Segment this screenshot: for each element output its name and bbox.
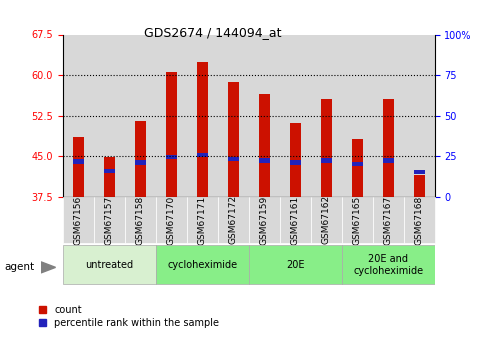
Bar <box>125 34 156 197</box>
Bar <box>94 34 125 197</box>
Bar <box>373 34 404 197</box>
Bar <box>135 121 146 197</box>
Bar <box>228 81 239 197</box>
Bar <box>104 169 114 174</box>
Bar <box>290 122 300 197</box>
Text: GSM67167: GSM67167 <box>384 195 393 245</box>
Bar <box>404 34 435 197</box>
Bar <box>94 34 125 197</box>
Bar <box>73 159 84 164</box>
FancyBboxPatch shape <box>156 197 187 243</box>
Text: agent: agent <box>5 263 35 272</box>
Bar <box>166 155 177 159</box>
Text: GSM67171: GSM67171 <box>198 195 207 245</box>
FancyBboxPatch shape <box>249 197 280 243</box>
Text: GSM67168: GSM67168 <box>415 195 424 245</box>
Bar <box>383 99 394 197</box>
Text: GSM67157: GSM67157 <box>105 195 114 245</box>
Bar <box>311 34 342 197</box>
Bar <box>218 34 249 197</box>
Bar <box>135 160 146 165</box>
FancyBboxPatch shape <box>249 245 342 284</box>
Bar <box>156 34 187 197</box>
Text: GSM67162: GSM67162 <box>322 195 331 245</box>
Bar <box>63 34 94 197</box>
Text: 20E and
cycloheximide: 20E and cycloheximide <box>353 254 423 276</box>
Bar <box>63 34 94 197</box>
Bar <box>352 139 363 197</box>
Text: GSM67161: GSM67161 <box>291 195 300 245</box>
Bar <box>249 34 280 197</box>
Text: GSM67158: GSM67158 <box>136 195 145 245</box>
FancyBboxPatch shape <box>280 197 311 243</box>
Bar <box>352 162 363 166</box>
Bar <box>125 34 156 197</box>
FancyBboxPatch shape <box>187 197 218 243</box>
FancyBboxPatch shape <box>94 197 125 243</box>
FancyBboxPatch shape <box>156 245 249 284</box>
Text: GSM67156: GSM67156 <box>74 195 83 245</box>
Bar <box>404 34 435 197</box>
Bar <box>414 175 425 197</box>
Bar <box>218 34 249 197</box>
Bar <box>249 34 280 197</box>
Bar <box>342 34 373 197</box>
Text: cycloheximide: cycloheximide <box>167 260 237 270</box>
FancyBboxPatch shape <box>125 197 156 243</box>
Bar <box>73 137 84 197</box>
Text: GDS2674 / 144094_at: GDS2674 / 144094_at <box>144 26 281 39</box>
Bar <box>414 170 425 175</box>
Polygon shape <box>41 262 56 273</box>
Bar <box>228 157 239 161</box>
Text: 20E: 20E <box>286 260 304 270</box>
FancyBboxPatch shape <box>373 197 404 243</box>
Text: GSM67170: GSM67170 <box>167 195 176 245</box>
FancyBboxPatch shape <box>342 245 435 284</box>
Text: untreated: untreated <box>85 260 133 270</box>
Bar <box>187 34 218 197</box>
Text: GSM67165: GSM67165 <box>353 195 362 245</box>
Bar <box>342 34 373 197</box>
Text: GSM67159: GSM67159 <box>260 195 269 245</box>
Bar <box>197 153 208 157</box>
FancyBboxPatch shape <box>63 197 94 243</box>
Bar <box>321 158 332 162</box>
Bar <box>156 34 187 197</box>
FancyBboxPatch shape <box>218 197 249 243</box>
FancyBboxPatch shape <box>404 197 435 243</box>
Bar <box>166 72 177 197</box>
FancyBboxPatch shape <box>311 197 342 243</box>
Bar <box>259 158 270 162</box>
Bar <box>104 157 114 197</box>
Bar <box>280 34 311 197</box>
Bar <box>197 61 208 197</box>
Bar <box>383 158 394 162</box>
Bar <box>311 34 342 197</box>
Bar <box>187 34 218 197</box>
Bar <box>373 34 404 197</box>
Text: GSM67172: GSM67172 <box>229 195 238 245</box>
FancyBboxPatch shape <box>342 197 373 243</box>
Bar <box>290 160 300 165</box>
Legend: count, percentile rank within the sample: count, percentile rank within the sample <box>39 305 219 328</box>
FancyBboxPatch shape <box>63 245 156 284</box>
Bar <box>280 34 311 197</box>
Bar <box>321 99 332 197</box>
Bar <box>259 94 270 197</box>
